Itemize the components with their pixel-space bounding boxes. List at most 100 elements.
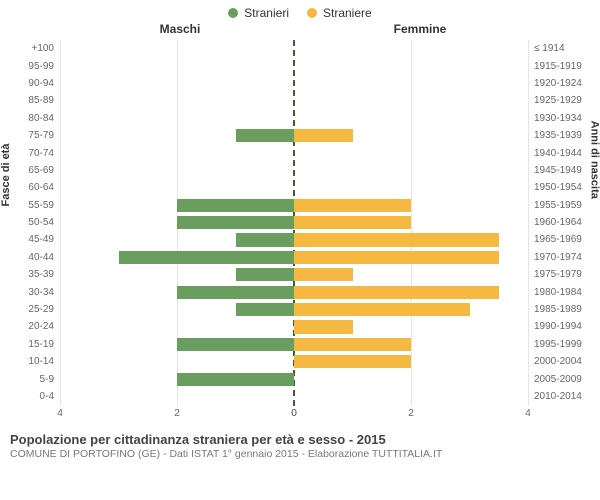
bar-half-female: [294, 266, 528, 283]
bar-half-female: [294, 283, 528, 300]
legend-label-female: Straniere: [323, 6, 372, 20]
bar-female: [294, 268, 353, 281]
x-tick: 2: [174, 408, 180, 419]
bar-area: [60, 110, 528, 127]
bar-male: [177, 373, 294, 386]
bar-half-female: [294, 388, 528, 405]
bar-female: [294, 338, 411, 351]
pyramid-row: 30-341980-1984: [60, 283, 528, 300]
pyramid-row: 65-691945-1949: [60, 162, 528, 179]
bar-half-female: [294, 214, 528, 231]
legend-item-male: Stranieri: [228, 6, 289, 20]
chart-subtitle: COMUNE DI PORTOFINO (GE) - Dati ISTAT 1°…: [10, 448, 590, 460]
header-female: Femmine: [300, 22, 600, 36]
bar-half-male: [60, 283, 294, 300]
bar-male: [177, 199, 294, 212]
bar-half-male: [60, 110, 294, 127]
bar-area: [60, 214, 528, 231]
bar-half-female: [294, 75, 528, 92]
x-axis: 024 024: [60, 408, 528, 424]
bar-half-male: [60, 127, 294, 144]
pyramid-row: 45-491965-1969: [60, 231, 528, 248]
x-tick: 4: [57, 408, 63, 419]
pyramid-row: 80-841930-1934: [60, 110, 528, 127]
pyramid-row: 20-241990-1994: [60, 318, 528, 335]
bar-half-male: [60, 214, 294, 231]
bar-half-male: [60, 57, 294, 74]
gridline: [528, 40, 529, 406]
bar-half-male: [60, 336, 294, 353]
bar-female: [294, 129, 353, 142]
pyramid-row: 90-941920-1924: [60, 75, 528, 92]
rows-container: 100+≤ 191495-991915-191990-941920-192485…: [60, 40, 528, 406]
bar-male: [177, 216, 294, 229]
bar-half-male: [60, 162, 294, 179]
bar-area: [60, 92, 528, 109]
bar-half-female: [294, 57, 528, 74]
bar-male: [177, 286, 294, 299]
x-tick: 2: [408, 408, 414, 419]
y-axis-left-title: Fasce di età: [0, 144, 12, 207]
header-male: Maschi: [0, 22, 300, 36]
bar-half-male: [60, 197, 294, 214]
bar-female: [294, 286, 499, 299]
bar-area: [60, 388, 528, 405]
bar-half-female: [294, 144, 528, 161]
pyramid-row: 75-791935-1939: [60, 127, 528, 144]
bar-male: [119, 251, 295, 264]
bar-half-female: [294, 179, 528, 196]
pyramid-row: 85-891925-1929: [60, 92, 528, 109]
bar-female: [294, 303, 470, 316]
bar-male: [177, 338, 294, 351]
bar-female: [294, 355, 411, 368]
bar-area: [60, 301, 528, 318]
pyramid-row: 15-191995-1999: [60, 336, 528, 353]
bar-male: [236, 129, 295, 142]
bar-half-male: [60, 266, 294, 283]
bar-male: [236, 303, 295, 316]
bar-half-female: [294, 197, 528, 214]
bar-area: [60, 57, 528, 74]
bar-half-female: [294, 40, 528, 57]
bar-half-female: [294, 162, 528, 179]
pyramid-row: 95-991915-1919: [60, 57, 528, 74]
bar-area: [60, 197, 528, 214]
bar-half-female: [294, 127, 528, 144]
bar-area: [60, 318, 528, 335]
y-axis-right-title: Anni di nascita: [588, 121, 600, 199]
legend-label-male: Stranieri: [244, 6, 289, 20]
bar-half-female: [294, 336, 528, 353]
bar-half-female: [294, 301, 528, 318]
bar-half-male: [60, 301, 294, 318]
bar-female: [294, 251, 499, 264]
bar-area: [60, 144, 528, 161]
bar-half-male: [60, 40, 294, 57]
bar-male: [236, 268, 295, 281]
bar-area: [60, 336, 528, 353]
bar-half-male: [60, 388, 294, 405]
bar-half-female: [294, 353, 528, 370]
pyramid-row: 5-92005-2009: [60, 370, 528, 387]
bar-area: [60, 283, 528, 300]
bar-half-female: [294, 318, 528, 335]
bar-area: [60, 266, 528, 283]
pyramid-row: 25-291985-1989: [60, 301, 528, 318]
bar-area: [60, 162, 528, 179]
bar-area: [60, 231, 528, 248]
pyramid-row: 10-142000-2004: [60, 353, 528, 370]
legend-item-female: Straniere: [307, 6, 372, 20]
bar-female: [294, 199, 411, 212]
legend-swatch-female: [307, 8, 317, 18]
bar-female: [294, 320, 353, 333]
bar-area: [60, 75, 528, 92]
x-tick: 0: [291, 408, 297, 419]
legend: Stranieri Straniere: [0, 0, 600, 20]
bar-half-male: [60, 370, 294, 387]
bar-half-male: [60, 92, 294, 109]
bar-area: [60, 40, 528, 57]
bar-area: [60, 179, 528, 196]
bar-area: [60, 353, 528, 370]
pyramid-row: 60-641950-1954: [60, 179, 528, 196]
bar-male: [236, 233, 295, 246]
bar-half-male: [60, 231, 294, 248]
